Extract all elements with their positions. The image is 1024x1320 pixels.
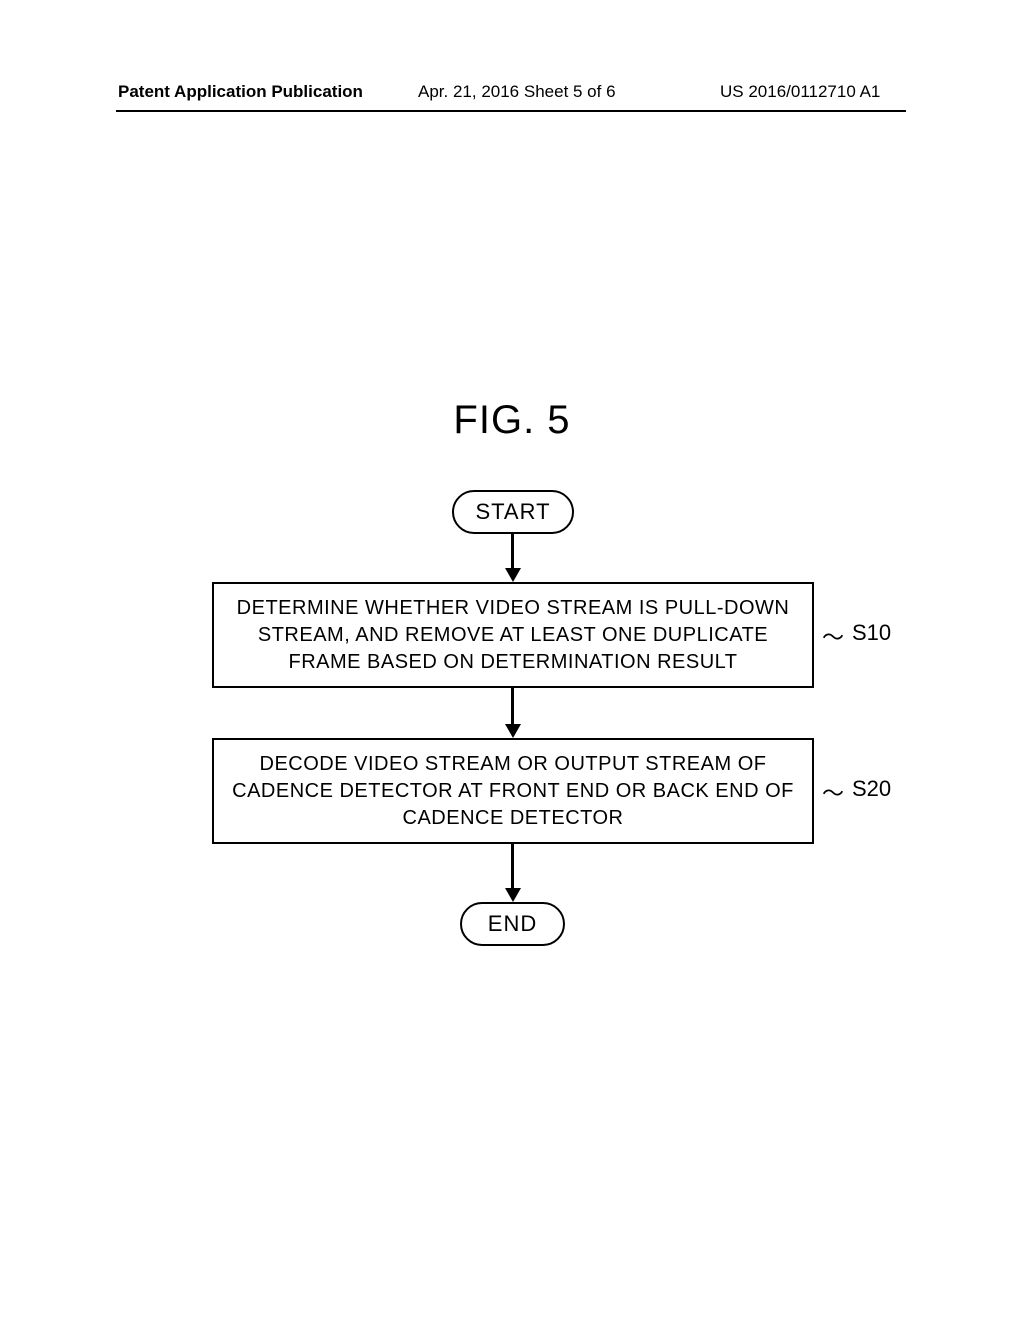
step-label-s20: S20 xyxy=(852,776,891,802)
arrow-line xyxy=(511,534,514,570)
page-header: Patent Application Publication Apr. 21, … xyxy=(0,82,1024,112)
arrow-line xyxy=(511,688,514,726)
start-label: START xyxy=(475,499,550,525)
start-node: START xyxy=(452,490,574,534)
label-connector-icon: 〜 xyxy=(822,620,844,652)
header-rule xyxy=(116,110,906,112)
arrow-line xyxy=(511,844,514,890)
process-node-s20: DECODE VIDEO STREAM OR OUTPUT STREAM OF … xyxy=(212,738,814,844)
arrow-head-icon xyxy=(505,888,521,902)
process-text: DECODE VIDEO STREAM OR OUTPUT STREAM OF … xyxy=(228,751,798,832)
label-connector-icon: 〜 xyxy=(822,776,844,808)
figure-title: FIG. 5 xyxy=(0,398,1024,443)
page: Patent Application Publication Apr. 21, … xyxy=(0,0,1024,1320)
arrow-head-icon xyxy=(505,724,521,738)
end-node: END xyxy=(460,902,565,946)
header-right: US 2016/0112710 A1 xyxy=(720,82,880,102)
header-left: Patent Application Publication xyxy=(118,82,363,102)
arrow-head-icon xyxy=(505,568,521,582)
process-text: DETERMINE WHETHER VIDEO STREAM IS PULL-D… xyxy=(228,595,798,676)
end-label: END xyxy=(488,911,537,937)
header-center: Apr. 21, 2016 Sheet 5 of 6 xyxy=(418,82,616,102)
step-label-s10: S10 xyxy=(852,620,891,646)
process-node-s10: DETERMINE WHETHER VIDEO STREAM IS PULL-D… xyxy=(212,582,814,688)
